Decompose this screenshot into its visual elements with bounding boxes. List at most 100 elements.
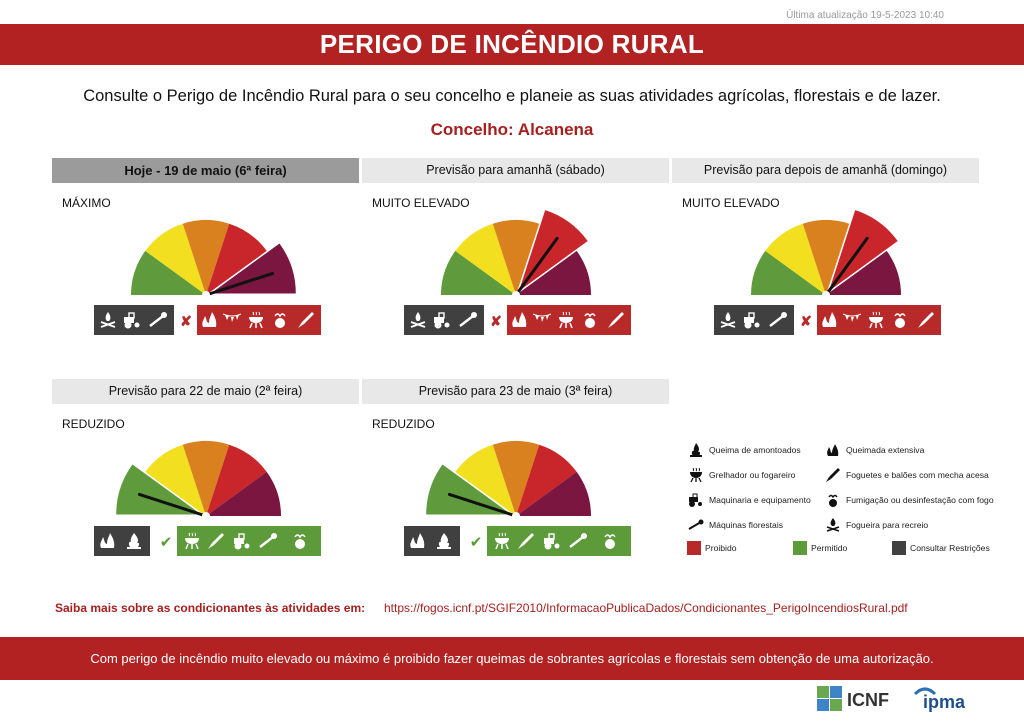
legend-status-label: Permitido	[811, 543, 848, 553]
page-subtitle: Consulte o Perigo de Incêndio Rural para…	[83, 87, 941, 105]
legend-item-label: Queima de amontoados	[709, 445, 801, 455]
legend-item-label: Grelhador ou fogareiro	[709, 470, 796, 480]
risk-gauge	[751, 210, 901, 299]
chainsaw-icon	[149, 312, 167, 327]
gauge-hub	[202, 512, 210, 520]
tractor-icon	[744, 312, 760, 329]
partner-logos: ICNF ipma	[817, 686, 966, 712]
gauge-segment-elevado	[182, 441, 230, 516]
legend-item: Maquinaria e equipamento	[687, 492, 811, 508]
grill-icon	[495, 532, 509, 550]
gauge-needle	[204, 271, 275, 297]
gauge-hub	[822, 291, 830, 299]
burning-pile-icon	[437, 533, 451, 549]
last-update-timestamp: Última atualização 19-5-2023 10:40	[786, 10, 944, 21]
footer-banner: Com perigo de incêndio muito elevado ou …	[0, 637, 1024, 680]
activity-legend: Queima de amontoados Queimada extensiva …	[687, 442, 1007, 562]
risk-gauge	[441, 210, 591, 299]
chainsaw-icon	[769, 312, 787, 327]
legend-item: Máquinas florestais	[687, 517, 783, 533]
forecast-card-day-after: Previsão para depois de amanhã (domingo)…	[672, 158, 979, 358]
rocket-icon	[518, 533, 534, 549]
prohibited-mark-icon: ✘	[180, 313, 192, 329]
forecast-card-header: Hoje - 19 de maio (6ª feira)	[52, 158, 359, 183]
gauge-segment-reduzido	[441, 250, 516, 295]
fumigation-icon	[604, 534, 616, 549]
rocket-icon	[826, 468, 840, 482]
legend-status-allowed: Permitido	[793, 541, 847, 555]
legend-item-label: Máquinas florestais	[709, 520, 784, 530]
gauge-segment-elevado	[182, 220, 230, 295]
legend-status-restrictions: Consultar Restrições	[892, 541, 990, 555]
forecast-card-header: Previsão para depois de amanhã (domingo)	[672, 158, 979, 183]
risk-level-label: REDUZIDO	[62, 417, 125, 431]
gauge-segment-reduzido	[130, 250, 206, 295]
page-title-banner: PERIGO DE INCÊNDIO RURAL	[0, 24, 1024, 65]
risk-gauge	[130, 220, 296, 299]
tractor-icon	[544, 533, 560, 550]
tractor-icon	[434, 312, 450, 329]
tractor-icon	[124, 312, 140, 329]
burning-pile-icon	[690, 443, 702, 457]
gauge-needle	[514, 236, 559, 297]
activity-strip: ✔	[404, 526, 634, 556]
bunting-icon	[222, 313, 242, 322]
allowed-swatch	[793, 541, 807, 555]
fumigation-icon	[584, 313, 596, 328]
legend-item: Grelhador ou fogareiro	[687, 467, 795, 483]
gauge-segment-reduzido	[751, 250, 826, 295]
fumigation-icon	[828, 494, 838, 507]
activity-strip: ✘	[714, 305, 944, 335]
activity-strip: ✘	[404, 305, 634, 335]
gauge-segment-maximo	[206, 471, 281, 516]
legend-item-label: Foguetes e balões com mecha acesa	[846, 470, 989, 480]
municipality-title: Concelho: Alcanena	[430, 120, 594, 139]
tractor-icon	[234, 533, 250, 550]
gauge-segment-reduzido	[116, 464, 202, 515]
restrictions-swatch	[892, 541, 906, 555]
gauge-segment-moderado	[455, 223, 516, 295]
legend-status-prohibited: Proibido	[687, 541, 737, 555]
legend-item-label: Maquinaria e equipamento	[709, 495, 811, 505]
extensive-burn-icon	[100, 533, 115, 548]
campfire-icon	[410, 312, 426, 328]
legend-item-label: Queimada extensiva	[846, 445, 925, 455]
campfire-icon	[100, 312, 116, 328]
legend-status-label: Proibido	[705, 543, 737, 553]
gauge-segment-moderado	[455, 444, 516, 516]
rocket-icon	[918, 312, 934, 328]
extensive-burn-icon	[822, 312, 837, 327]
fumigation-icon	[894, 313, 906, 328]
ipma-logo: ipma	[913, 687, 966, 712]
gauge-segment-maximo	[516, 250, 591, 295]
forecast-card-header: Previsão para 23 de maio (3ª feira)	[362, 379, 669, 404]
gauge-segment-muito-elevado	[206, 223, 267, 295]
more-info-label: Saiba mais sobre as condicionantes às at…	[55, 601, 366, 615]
legend-status-label: Consultar Restrições	[910, 543, 990, 553]
icnf-logo-text: ICNF	[847, 690, 889, 710]
forecast-card-may-23: Previsão para 23 de maio (3ª feira) REDU…	[362, 379, 669, 579]
gauge-segment-maximo	[210, 243, 296, 294]
legend-item: Queimada extensiva	[824, 442, 924, 458]
fumigation-icon	[274, 313, 286, 328]
gauge-needle	[447, 492, 518, 518]
forecast-card-today: Hoje - 19 de maio (6ª feira) MÁXIMO ✘	[52, 158, 359, 358]
rocket-icon	[608, 312, 624, 328]
legend-item: Foguetes e balões com mecha acesa	[824, 467, 989, 483]
gauge-segment-reduzido	[426, 464, 512, 515]
more-info-link[interactable]: https://fogos.icnf.pt/SGIF2010/Informaca…	[384, 601, 908, 615]
risk-gauge	[116, 441, 281, 520]
gauge-segment-maximo	[516, 471, 591, 516]
risk-level-label: MUITO ELEVADO	[682, 196, 780, 210]
gauge-segment-elevado	[492, 220, 540, 295]
gauge-segment-muito-elevado	[516, 444, 577, 516]
extensive-burn-icon	[202, 312, 217, 327]
extensive-burn-icon	[410, 533, 425, 548]
grill-icon	[869, 311, 883, 329]
burning-pile-icon	[127, 533, 141, 549]
grill-icon	[559, 311, 573, 329]
forecast-card-may-22: Previsão para 22 de maio (2ª feira) REDU…	[52, 379, 359, 579]
extensive-burn-icon	[827, 444, 839, 456]
chainsaw-icon	[688, 519, 704, 530]
gauge-hub	[512, 291, 520, 299]
